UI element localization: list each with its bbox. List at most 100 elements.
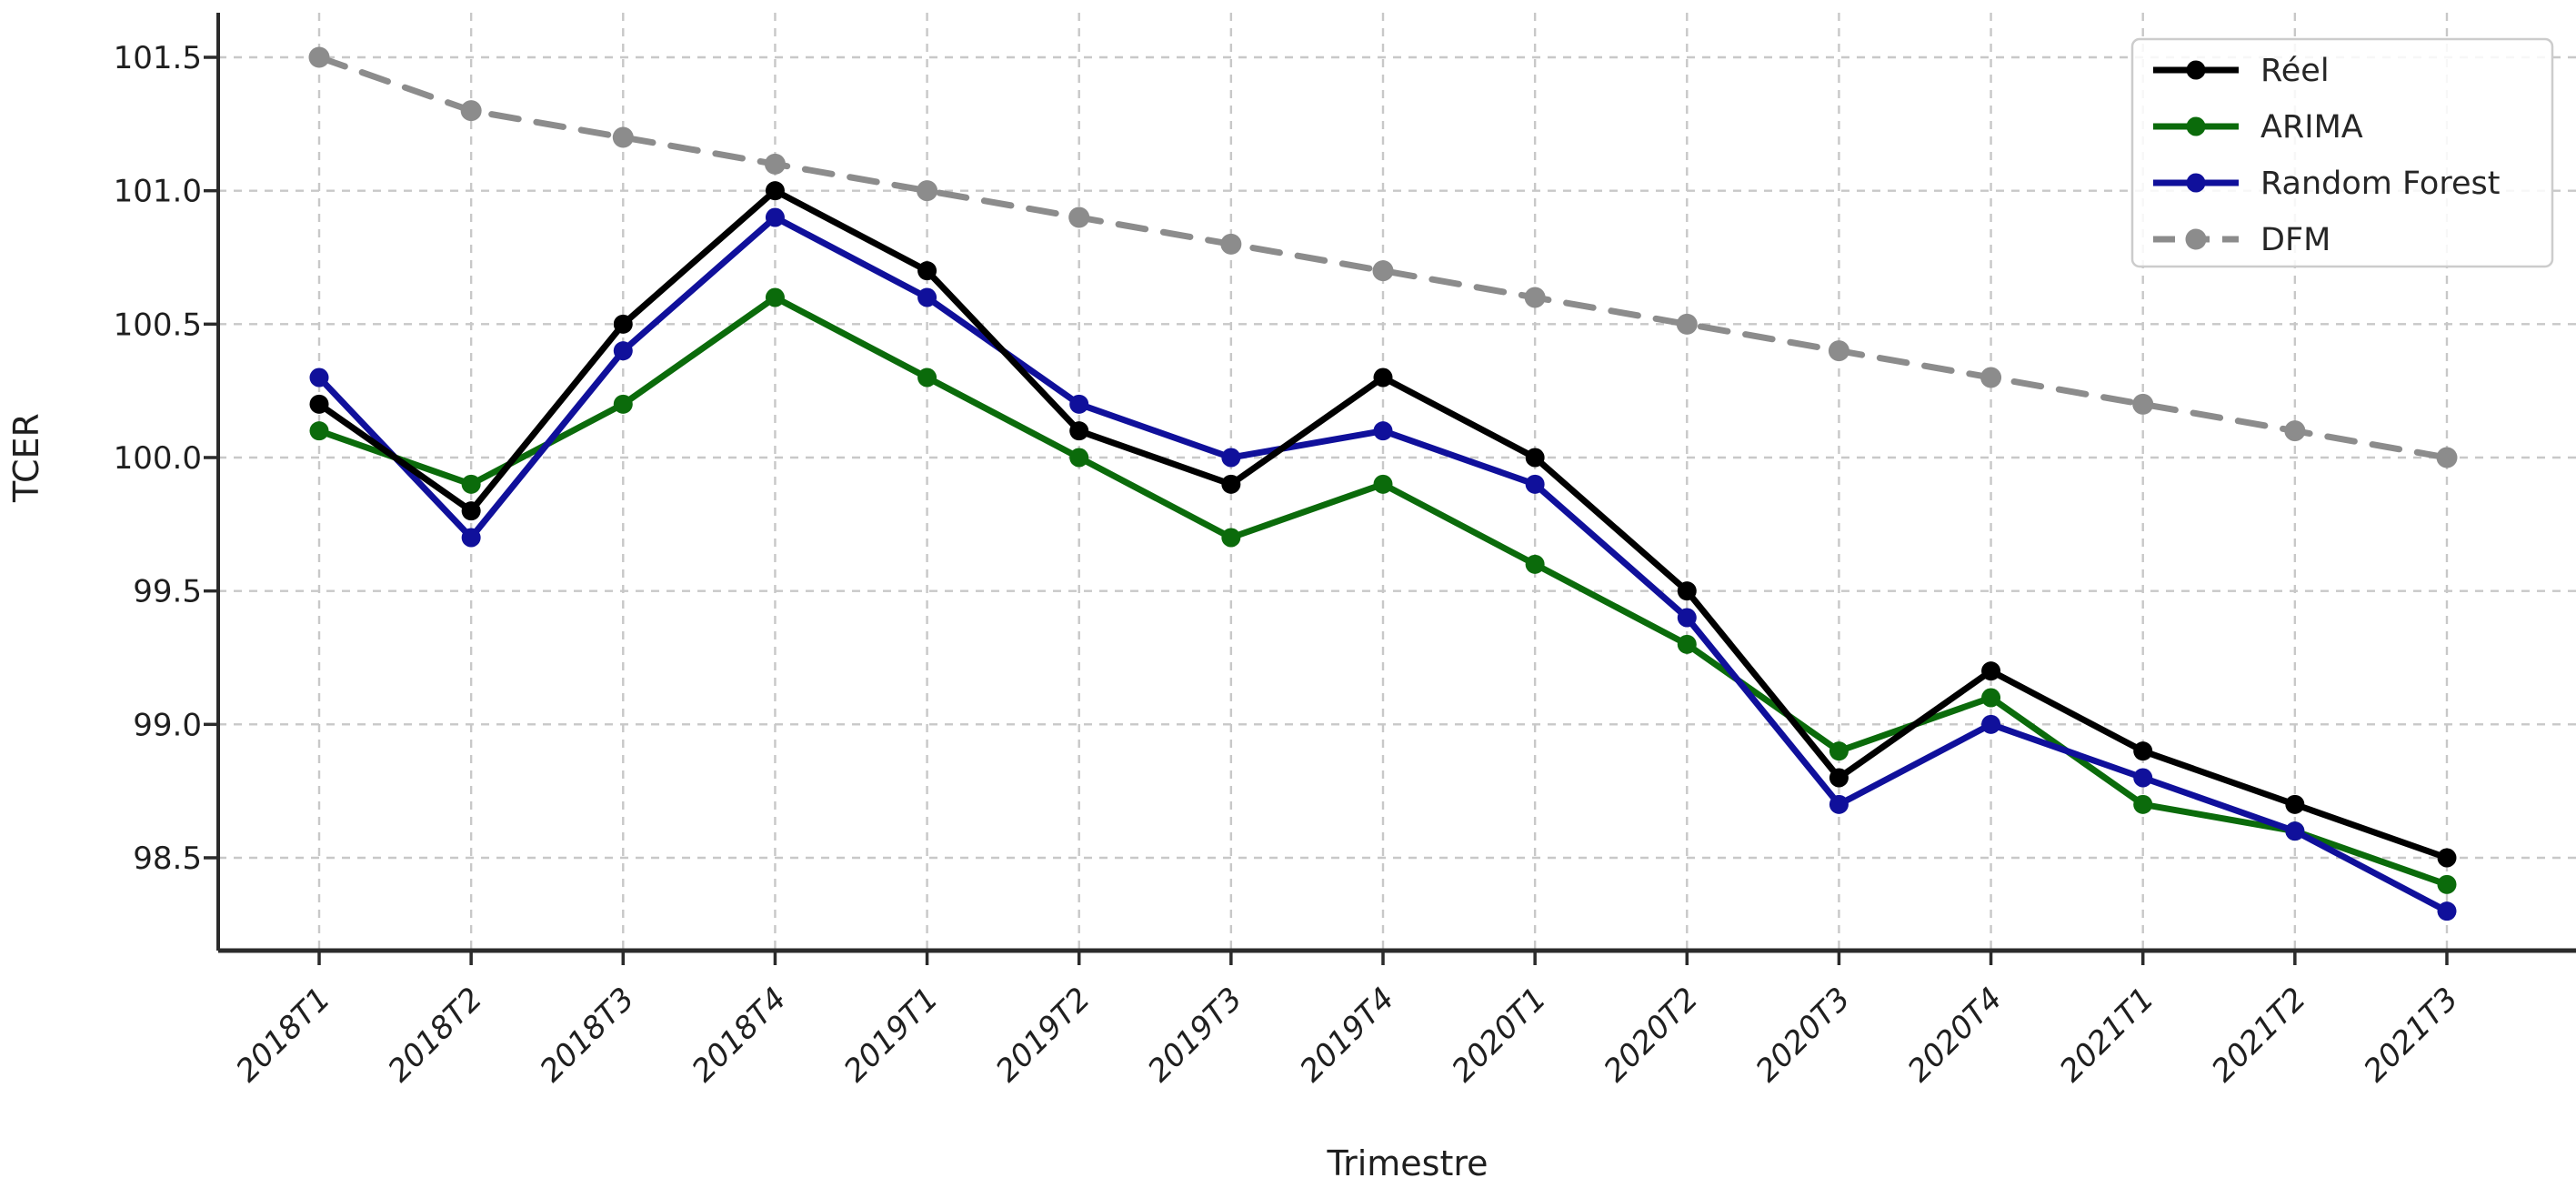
data-point-reel-2019t3: [1221, 474, 1241, 494]
data-point-arima-2018t1: [309, 421, 329, 441]
y-tick-label-101.5: 101.5: [114, 40, 202, 76]
x-tick-label-2020t4: 2020T4: [1900, 981, 2009, 1089]
series-dfm: [308, 46, 2458, 468]
data-point-random-forest-2019t4: [1373, 421, 1393, 441]
legend-label-arima: ARIMA: [2260, 109, 2363, 146]
data-point-random-forest-2019t3: [1221, 448, 1241, 468]
data-point-arima-2018t4: [765, 287, 785, 307]
x-tick-label-2018t4: 2018T4: [685, 981, 793, 1089]
x-tick-label-2021t3: 2021T3: [2357, 981, 2465, 1089]
legend-marker-dfm: [2185, 228, 2207, 250]
data-point-reel-2018t2: [461, 501, 481, 521]
data-point-arima-2020t1: [1525, 554, 1545, 574]
legend-box: [2130, 37, 2554, 268]
data-point-dfm-2020t3: [1828, 340, 1849, 362]
y-tick-label-98.5: 98.5: [133, 841, 202, 877]
legend-marker-arima: [2186, 116, 2206, 136]
data-point-arima-2019t1: [917, 367, 937, 388]
data-point-dfm-2019t1: [917, 180, 938, 202]
data-point-random-forest-2021t1: [2133, 768, 2153, 788]
x-tick-label-2020t2: 2020T2: [1597, 981, 1705, 1089]
data-point-dfm-2020t4: [1980, 367, 2002, 388]
data-point-arima-2019t4: [1373, 474, 1393, 494]
data-point-dfm-2021t3: [2436, 447, 2458, 468]
series-arima: [309, 287, 2457, 894]
tick-label-layer: 98.5 99.0 99.5 100.0 100.5 101.0 101.5 2018T1 20…: [114, 40, 2466, 1090]
legend-marker-reel: [2186, 60, 2206, 80]
x-tick-label-2020t3: 2020T3: [1749, 981, 1857, 1089]
data-point-reel-2020t2: [1677, 581, 1697, 601]
x-tick-label-2018t1: 2018T1: [229, 981, 337, 1089]
data-point-dfm-2020t2: [1676, 313, 1698, 335]
legend: Réel ARIMA Random Forest DFM: [2130, 37, 2554, 268]
y-tick-label-99: 99.0: [133, 707, 202, 743]
x-tick-label-2018t2: 2018T2: [381, 981, 489, 1089]
data-point-random-forest-2020t1: [1525, 474, 1545, 494]
data-point-random-forest-2018t2: [461, 528, 481, 548]
series-line-dfm: [316, 54, 2451, 461]
data-point-arima-2020t3: [1829, 741, 1849, 761]
data-point-dfm-2020t1: [1524, 287, 1546, 308]
data-point-reel-2021t1: [2133, 741, 2153, 761]
data-point-arima-2018t2: [461, 474, 481, 494]
x-tick-label-2019t2: 2019T2: [989, 981, 1098, 1089]
data-point-reel-2018t1: [309, 394, 329, 414]
legend-label-reel: Réel: [2260, 53, 2330, 89]
legend-item-arima: ARIMA: [2153, 109, 2363, 146]
y-tick-label-99.5: 99.5: [133, 574, 202, 610]
data-point-arima-2020t2: [1677, 634, 1697, 654]
legend-marker-random-forest: [2186, 173, 2206, 193]
data-point-random-forest-2019t2: [1069, 394, 1089, 414]
data-point-random-forest-2020t2: [1677, 608, 1697, 628]
data-point-random-forest-2021t2: [2285, 821, 2305, 841]
data-point-reel-2020t1: [1525, 448, 1545, 468]
y-tick-label-100: 100.0: [114, 440, 202, 477]
data-point-reel-2021t2: [2285, 794, 2305, 814]
data-point-random-forest-2020t3: [1829, 794, 1849, 814]
data-point-random-forest-2018t4: [765, 207, 785, 227]
data-point-arima-2019t2: [1069, 448, 1089, 468]
data-point-reel-2021t3: [2437, 848, 2457, 868]
data-point-arima-2018t3: [613, 394, 633, 414]
legend-item-dfm: DFM: [2153, 222, 2330, 258]
x-tick-label-2019t4: 2019T4: [1293, 981, 1401, 1089]
y-tick-label-101: 101.0: [114, 174, 202, 210]
series-reel: [309, 181, 2457, 868]
data-point-reel-2018t4: [765, 181, 785, 201]
series-random-forest: [309, 207, 2457, 921]
legend-label-random-forest: Random Forest: [2260, 166, 2500, 202]
data-point-reel-2019t4: [1373, 367, 1393, 388]
data-point-arima-2021t1: [2133, 794, 2153, 814]
x-tick-label-2021t1: 2021T1: [2053, 981, 2161, 1089]
data-point-random-forest-2020t4: [1981, 714, 2001, 734]
data-point-random-forest-2018t3: [613, 341, 633, 361]
x-tick-label-2021t2: 2021T2: [2205, 981, 2313, 1089]
data-point-dfm-2021t2: [2284, 420, 2306, 442]
x-tick-label-2019t3: 2019T3: [1141, 981, 1249, 1089]
data-point-random-forest-2021t3: [2437, 901, 2457, 921]
data-point-dfm-2019t2: [1068, 206, 1090, 228]
data-point-random-forest-2019t1: [917, 287, 937, 307]
axes-layer: [204, 13, 2576, 965]
data-point-random-forest-2018t1: [309, 367, 329, 388]
data-point-dfm-2018t1: [308, 46, 330, 68]
x-tick-label-2019t1: 2019T1: [837, 981, 945, 1089]
y-tick-label-100.5: 100.5: [114, 307, 202, 343]
x-axis-title: Trimestre: [1326, 1143, 1488, 1183]
data-point-dfm-2018t2: [460, 100, 482, 122]
data-point-reel-2019t2: [1069, 421, 1089, 441]
legend-item-reel: Réel: [2153, 53, 2330, 89]
x-tick-label-2020t1: 2020T1: [1445, 981, 1553, 1089]
data-point-arima-2020t4: [1981, 688, 2001, 708]
data-point-reel-2020t4: [1981, 661, 2001, 681]
data-point-dfm-2018t3: [612, 126, 634, 148]
data-point-dfm-2019t3: [1220, 233, 1242, 255]
legend-item-random-forest: Random Forest: [2153, 166, 2500, 202]
legend-label-dfm: DFM: [2260, 222, 2330, 258]
data-point-arima-2021t3: [2437, 874, 2457, 894]
y-axis-title: TCER: [6, 413, 46, 503]
data-point-arima-2019t3: [1221, 528, 1241, 548]
data-point-reel-2018t3: [613, 314, 633, 334]
